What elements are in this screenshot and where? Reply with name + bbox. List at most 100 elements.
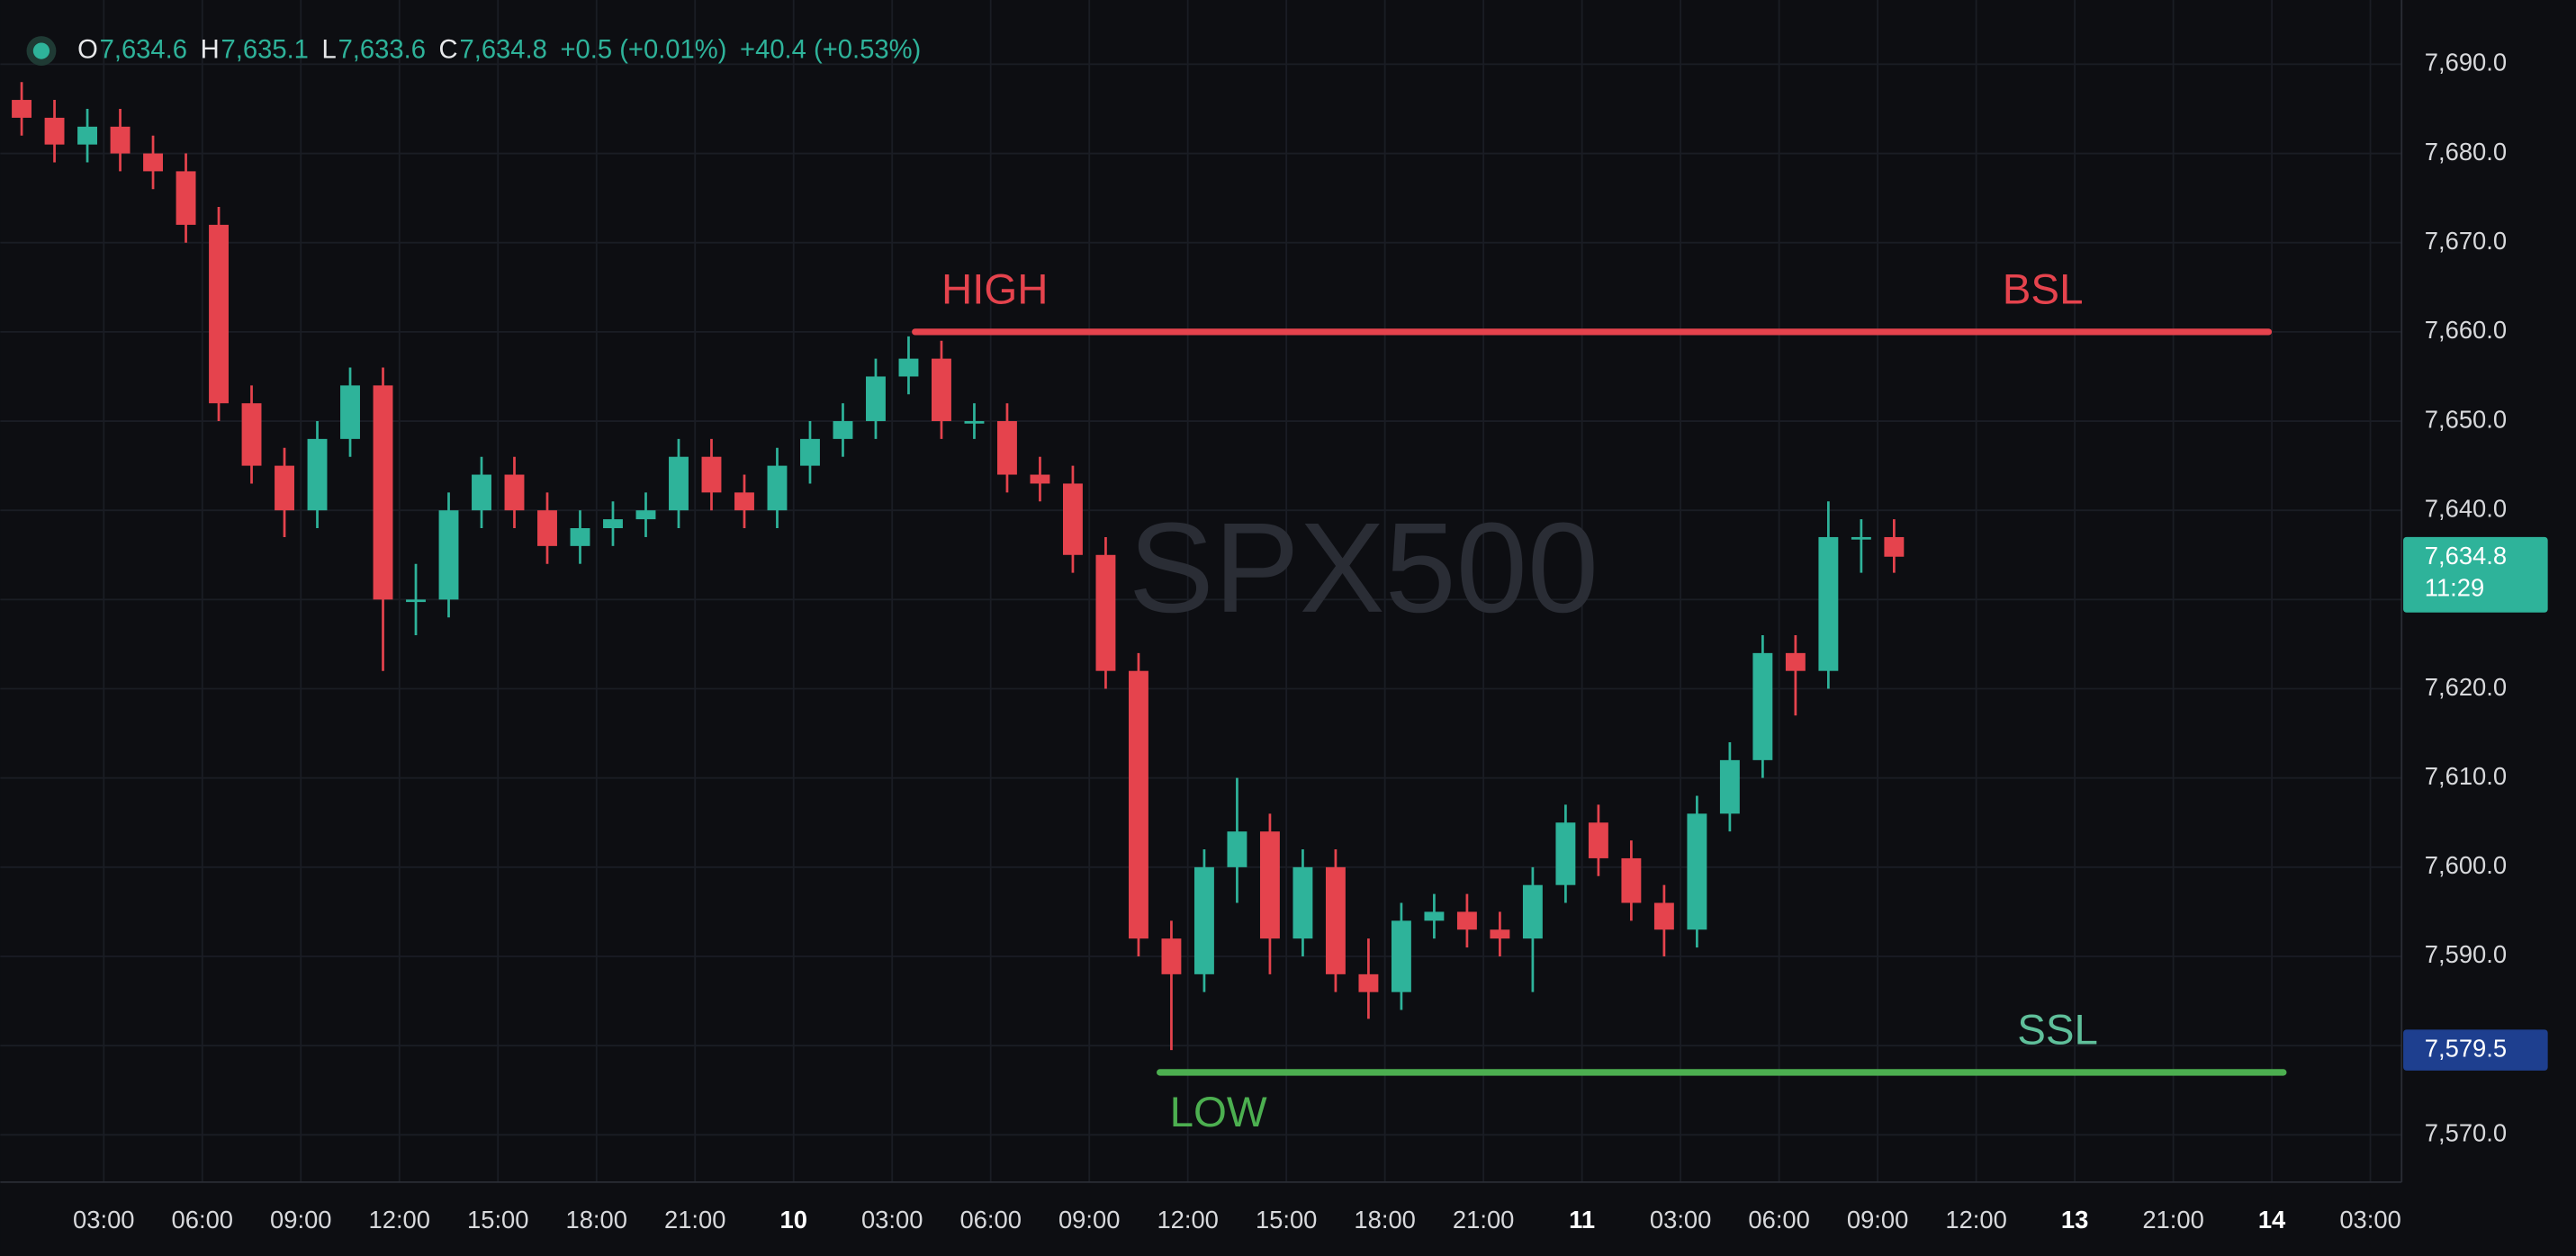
candle-body	[1522, 884, 1543, 939]
x-tick-label: 03:00	[1650, 1206, 1711, 1234]
candle-body	[1325, 866, 1346, 974]
ohlc-value: 7,634.8	[459, 35, 546, 64]
candle-body	[1752, 652, 1773, 760]
y-tick-label: 7,670.0	[2425, 227, 2507, 255]
x-tick-label: 06:00	[1748, 1206, 1809, 1234]
x-tick-label: 10	[780, 1206, 807, 1234]
x-tick-label: 03:00	[73, 1206, 134, 1234]
x-tick-label: 09:00	[1847, 1206, 1908, 1234]
ohlc-value: 7,633.6	[338, 35, 426, 64]
y-tick-label: 7,610.0	[2425, 762, 2507, 790]
candle-body	[504, 474, 525, 511]
candle-body	[734, 492, 754, 511]
x-tick-label: 09:00	[270, 1206, 331, 1234]
candle-body	[1884, 536, 1905, 557]
x-tick-label: 21:00	[664, 1206, 725, 1234]
ohlc-key: C	[439, 35, 458, 64]
candle-body	[1062, 483, 1083, 555]
candle-body	[1555, 822, 1576, 885]
y-tick-label: 7,570.0	[2425, 1119, 2507, 1147]
candle-body	[1456, 911, 1477, 930]
x-tick-label: 14	[2258, 1206, 2286, 1234]
candle-body	[1653, 902, 1674, 930]
x-tick-label: 06:00	[172, 1206, 233, 1234]
level-tag: SSL	[2017, 1007, 2098, 1054]
candle-body	[898, 358, 919, 377]
candle-body	[1424, 911, 1445, 921]
candle-body	[1818, 536, 1839, 671]
candle-body	[143, 153, 163, 172]
ohlc-key: O	[77, 35, 98, 64]
price-badge	[2403, 1029, 2548, 1071]
x-tick-label: 06:00	[959, 1206, 1021, 1234]
candle-body	[1193, 866, 1214, 974]
level-label: HIGH	[941, 266, 1049, 314]
x-tick-label: 18:00	[1354, 1206, 1415, 1234]
x-tick-label: 03:00	[2339, 1206, 2400, 1234]
ohlc-value: 7,635.1	[221, 35, 309, 64]
candle-body	[669, 456, 689, 511]
candle-body	[800, 438, 820, 466]
candle-body	[635, 510, 656, 520]
candle-body	[373, 385, 393, 600]
x-tick-label: 13	[2061, 1206, 2088, 1234]
candle-body	[1719, 759, 1740, 814]
level-label: LOW	[1170, 1089, 1267, 1136]
x-tick-label: 21:00	[2142, 1206, 2203, 1234]
price-badge-label: 7,634.8	[2425, 542, 2507, 570]
axes: 7,570.07,580.07,590.07,600.07,610.07,620…	[73, 49, 2548, 1234]
candle-body	[241, 403, 262, 466]
y-tick-label: 7,590.0	[2425, 940, 2507, 968]
y-tick-label: 7,660.0	[2425, 316, 2507, 344]
candle-body	[176, 171, 196, 225]
candle-body	[1687, 813, 1707, 930]
candle-body	[1030, 474, 1050, 484]
x-tick-label: 21:00	[1453, 1206, 1514, 1234]
candle-body	[1358, 973, 1379, 992]
y-tick-label: 7,620.0	[2425, 673, 2507, 701]
candle-body	[603, 519, 623, 529]
candle-body	[275, 465, 294, 511]
price-badge	[2403, 536, 2548, 613]
candle-body	[472, 474, 491, 511]
y-tick-label: 7,680.0	[2425, 138, 2507, 166]
candle-body	[1095, 554, 1116, 671]
candle-body	[340, 385, 360, 439]
candle-body	[866, 376, 886, 422]
ohlc-key: H	[201, 35, 220, 64]
candle-body	[44, 117, 65, 145]
status-dot	[32, 42, 50, 59]
candle-body	[1785, 652, 1806, 671]
x-tick-label: 15:00	[1256, 1206, 1317, 1234]
candle-body	[1259, 831, 1280, 939]
y-tick-label: 7,600.0	[2425, 851, 2507, 879]
candle-body	[1621, 857, 1642, 903]
candle-body	[1851, 536, 1871, 540]
candle-body	[1391, 920, 1411, 992]
ohlc-value: 7,634.6	[100, 35, 187, 64]
candle-body	[12, 100, 32, 118]
level-tag: BSL	[2003, 266, 2084, 314]
x-tick-label: 11	[1569, 1206, 1595, 1234]
candle-body	[997, 421, 1017, 475]
candle-body	[77, 126, 97, 145]
candle-body	[1588, 822, 1608, 858]
candle-body	[1293, 866, 1313, 939]
x-tick-label: 12:00	[1157, 1206, 1218, 1234]
plot: HIGH BSL LOW SSL	[12, 82, 2287, 1136]
x-tick-label: 12:00	[369, 1206, 430, 1234]
candle-body	[1490, 929, 1510, 939]
candle-body	[307, 438, 328, 511]
candle-body	[701, 456, 722, 493]
ohlc-header: O 7,634.6 H 7,635.1 L 7,633.6 C 7,634.8 +0.5 (+0…	[77, 35, 921, 64]
y-tick-label: 7,650.0	[2425, 405, 2507, 433]
y-tick-label: 7,640.0	[2425, 494, 2507, 522]
x-tick-label: 03:00	[861, 1206, 923, 1234]
candle-body	[964, 421, 985, 424]
candle-body	[767, 465, 788, 511]
x-tick-label: 12:00	[1945, 1206, 2006, 1234]
candle-body	[833, 421, 853, 439]
ohlc-value: +40.4 (+0.53%)	[740, 35, 921, 64]
